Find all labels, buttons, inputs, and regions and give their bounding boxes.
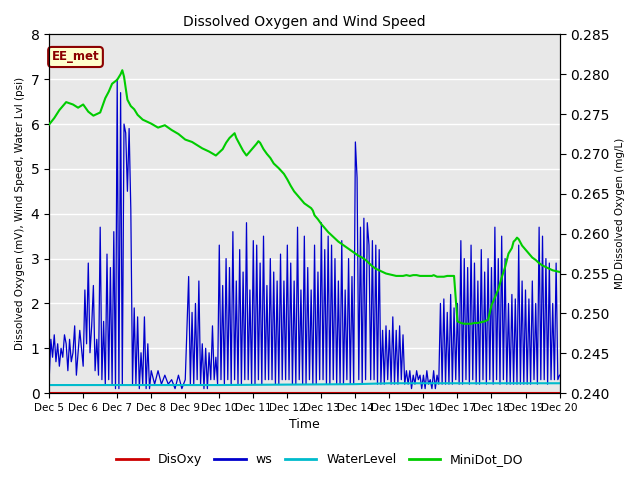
Legend: DisOxy, ws, WaterLevel, MiniDot_DO: DisOxy, ws, WaterLevel, MiniDot_DO (111, 448, 529, 471)
Title: Dissolved Oxygen and Wind Speed: Dissolved Oxygen and Wind Speed (183, 15, 426, 29)
Y-axis label: Dissolved Oxygen (mV), Wind Speed, Water Lvl (psi): Dissolved Oxygen (mV), Wind Speed, Water… (15, 77, 25, 350)
Text: EE_met: EE_met (52, 50, 99, 63)
Y-axis label: MD Dissolved Oxygen (mg/L): MD Dissolved Oxygen (mg/L) (615, 138, 625, 289)
X-axis label: Time: Time (289, 419, 320, 432)
